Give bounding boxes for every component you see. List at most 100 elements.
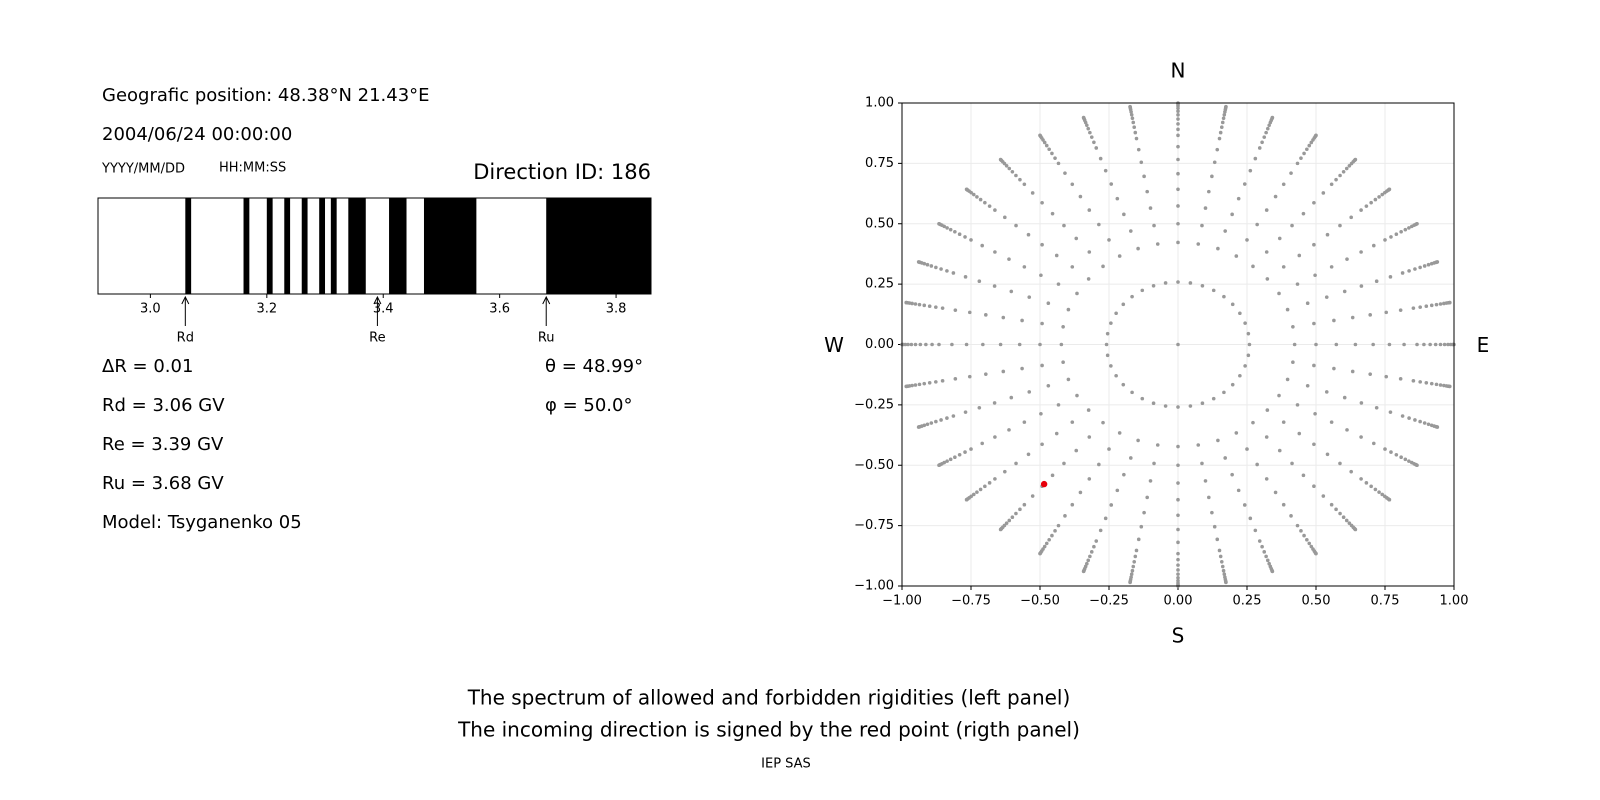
direction-point xyxy=(1248,516,1253,521)
direction-point xyxy=(1040,242,1044,247)
direction-point xyxy=(937,221,941,226)
direction-point xyxy=(1098,156,1103,161)
direction-point xyxy=(1309,544,1314,549)
direction-point xyxy=(1134,548,1139,553)
y-tick-label: 0.50 xyxy=(865,216,894,231)
direction-point xyxy=(1312,442,1316,447)
direction-point xyxy=(992,284,997,288)
direction-point xyxy=(1070,502,1075,507)
direction-point xyxy=(1387,187,1392,192)
direction-point xyxy=(1089,135,1094,139)
direction-point xyxy=(1371,243,1376,248)
direction-point xyxy=(1257,146,1262,150)
direction-point xyxy=(1223,229,1227,233)
direction-point xyxy=(1053,529,1057,533)
direction-point xyxy=(1289,171,1293,175)
direction-point xyxy=(1383,238,1387,242)
x-tick-label: −1.00 xyxy=(882,594,922,609)
direction-point xyxy=(1038,133,1042,138)
direction-point xyxy=(1004,521,1009,525)
parameter: Re = 3.39 GV xyxy=(102,434,224,455)
direction-point xyxy=(1022,265,1027,269)
direction-point xyxy=(1061,324,1065,329)
direction-point xyxy=(1078,490,1083,495)
direction-point xyxy=(1302,533,1306,538)
direction-point xyxy=(1292,342,1297,347)
direction-point xyxy=(1056,282,1061,286)
direction-point xyxy=(1136,147,1141,152)
direction-point xyxy=(1438,383,1443,387)
direction-point xyxy=(1038,342,1042,347)
direction-point xyxy=(1050,211,1055,216)
direction-point xyxy=(1230,382,1235,387)
direction-point xyxy=(909,342,914,347)
direction-point xyxy=(1054,253,1059,258)
direction-point xyxy=(967,374,972,379)
direction-point xyxy=(1290,223,1294,228)
direction-point xyxy=(1092,544,1096,549)
x-tick-label: −0.50 xyxy=(1020,594,1060,609)
direction-point xyxy=(1242,503,1247,507)
direction-point xyxy=(1152,461,1156,466)
direction-point xyxy=(980,441,985,446)
direction-point xyxy=(1109,503,1114,507)
direction-point xyxy=(1044,541,1049,546)
direction-point xyxy=(1003,215,1007,220)
direction-point xyxy=(940,306,945,310)
direction-point xyxy=(984,313,988,317)
direction-point xyxy=(1349,469,1353,474)
direction-point xyxy=(998,527,1003,532)
direction-point xyxy=(1061,360,1065,365)
direction-point xyxy=(1140,396,1145,401)
direction-point xyxy=(1277,291,1281,296)
marker-label: Ru xyxy=(538,331,555,346)
direction-point xyxy=(1388,410,1393,414)
direction-point xyxy=(916,425,921,429)
forbidden-band xyxy=(389,198,407,294)
forbidden-band xyxy=(423,198,477,294)
direction-point xyxy=(1210,174,1214,179)
direction-point xyxy=(940,379,945,383)
forbidden-band xyxy=(301,198,308,294)
forbidden-band xyxy=(330,198,337,294)
direction-point xyxy=(1176,117,1180,121)
direction-point xyxy=(1200,401,1205,406)
direction-point xyxy=(1152,223,1156,228)
direction-point xyxy=(1418,380,1422,384)
direction-point xyxy=(1139,524,1144,529)
direction-point xyxy=(917,382,922,387)
direction-point xyxy=(1289,514,1293,518)
direction-point xyxy=(1434,302,1439,307)
direction-point xyxy=(1428,342,1432,347)
x-tick-label: 0.50 xyxy=(1302,594,1331,609)
direction-point xyxy=(1176,204,1180,208)
y-tick-label: 0.00 xyxy=(865,337,894,352)
direction-point xyxy=(1347,164,1352,168)
direction-point xyxy=(1014,511,1018,516)
x-tick-label: 3.6 xyxy=(489,302,510,317)
direction-point xyxy=(1415,342,1419,347)
direction-point xyxy=(971,492,976,497)
direction-point xyxy=(1291,324,1295,329)
y-tick-label: −0.50 xyxy=(854,458,894,473)
direction-point xyxy=(1132,559,1137,564)
parameter: ΔR = 0.01 xyxy=(102,356,193,377)
x-tick-label: 3.0 xyxy=(140,302,161,317)
direction-point xyxy=(1218,554,1223,559)
direction-point xyxy=(906,342,910,347)
caption: The incoming direction is signed by the … xyxy=(457,718,1080,742)
direction-point xyxy=(1188,404,1193,408)
direction-point xyxy=(1299,529,1303,533)
direction-point xyxy=(1234,254,1239,258)
forbidden-band xyxy=(185,198,192,294)
direction-point xyxy=(1281,182,1286,187)
direction-point xyxy=(1407,226,1411,230)
direction-point xyxy=(1262,135,1267,139)
direction-point xyxy=(1281,265,1286,269)
direction-point xyxy=(1107,238,1111,242)
direction-point xyxy=(1299,156,1303,160)
y-tick-label: 0.75 xyxy=(865,156,894,171)
direction-point xyxy=(1086,558,1091,563)
direction-point xyxy=(980,243,985,248)
direction-point xyxy=(1334,342,1339,347)
